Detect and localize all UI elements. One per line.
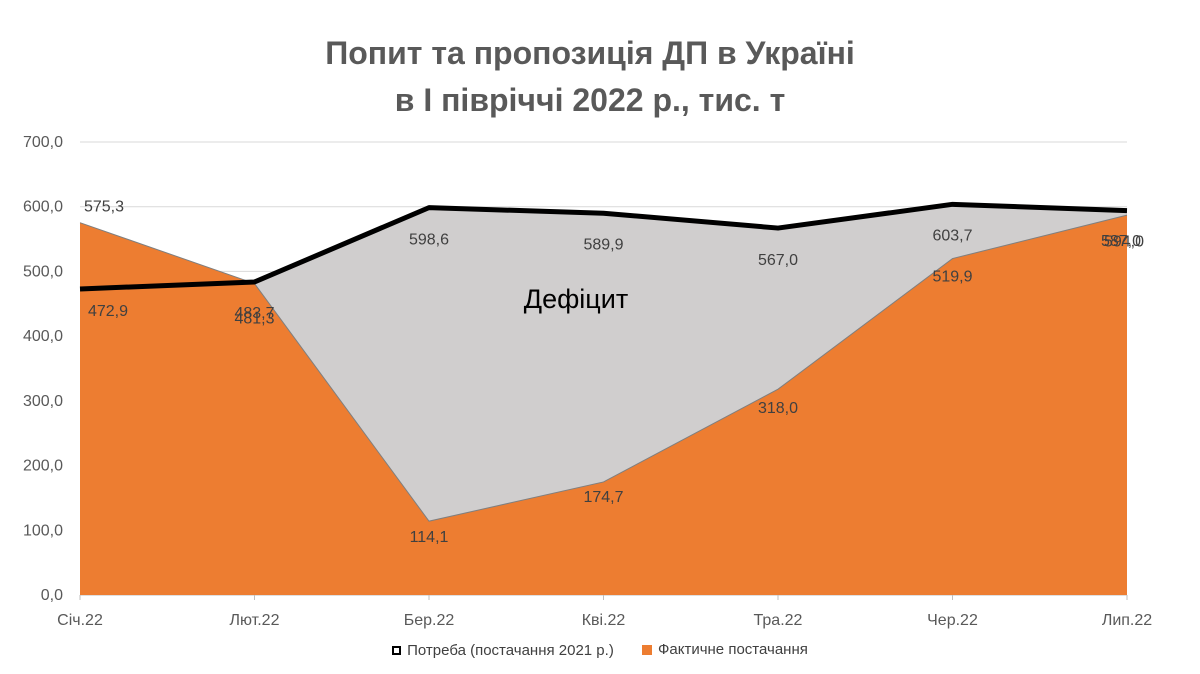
x-tick-label: Січ.22 [57, 612, 103, 629]
y-tick-label: 300,0 [23, 393, 63, 410]
x-tick-label: Кві.22 [582, 612, 626, 629]
legend-item-demand: Потреба (постачання 2021 р.) [392, 642, 614, 659]
x-tick-label: Чер.22 [927, 612, 978, 629]
legend-label-demand: Потреба (постачання 2021 р.) [407, 641, 614, 659]
y-tick-label: 100,0 [23, 522, 63, 539]
y-tick-label: 700,0 [23, 134, 63, 151]
legend-swatch-demand [392, 645, 402, 655]
data-label-demand: 594,0 [1104, 234, 1144, 251]
legend: Потреба (постачання 2021 р.) Фактичне по… [0, 641, 1200, 659]
data-label-supply: 174,7 [583, 489, 623, 506]
legend-item-supply: Фактичне постачання [641, 641, 808, 658]
data-label-demand: 567,0 [758, 252, 798, 269]
data-label-demand: 589,9 [583, 236, 623, 253]
deficit-area [80, 204, 1127, 522]
title-line-1: Попит та пропозиція ДП в Україні [325, 35, 855, 71]
y-axis-tick-labels: 0,0 100,0 200,0 300,0 400,0 500,0 600,0 700,0 [23, 134, 63, 604]
x-tick-label: Тра.22 [754, 612, 803, 629]
data-label-demand: 603,7 [932, 227, 972, 244]
data-label-supply: 114,1 [410, 529, 449, 546]
legend-swatch-supply [641, 644, 652, 655]
x-tick-label: Бер.22 [404, 612, 455, 629]
legend-label-supply: Фактичне постачання [657, 641, 808, 658]
data-label-demand: 483,7 [234, 305, 274, 322]
data-label-demand: 472,9 [88, 303, 128, 320]
y-tick-label: 500,0 [23, 263, 63, 280]
supply-area [80, 215, 1127, 595]
data-label-supply: 519,9 [932, 269, 972, 286]
chart-title: Попит та пропозиція ДП в Україні в І пів… [0, 30, 1180, 124]
x-tick-label: Лип.22 [1102, 612, 1152, 629]
y-tick-label: 200,0 [23, 458, 63, 475]
x-tick-label: Лют.22 [230, 612, 280, 629]
data-label-supply: 575,3 [84, 199, 124, 216]
title-line-2: в І півріччі 2022 р., тис. т [394, 82, 786, 118]
data-labels: 472,9 483,7 598,6 589,9 567,0 603,7 594,0 575,3… [84, 199, 1144, 546]
data-label-supply: 587,0 [1101, 233, 1141, 250]
y-tick-label: 400,0 [23, 328, 63, 345]
data-label-supply: 481,3 [234, 311, 274, 328]
y-tick-label: 0,0 [41, 587, 63, 604]
x-axis-tick-labels: Січ.22 Лют.22 Бер.22 Кві.22 Тра.22 Чер.22 Лип.… [57, 612, 1152, 629]
data-label-supply: 318,0 [758, 400, 798, 417]
data-label-demand: 598,6 [409, 232, 449, 249]
y-tick-label: 600,0 [23, 199, 63, 216]
deficit-annotation: Дефіцит [524, 284, 628, 314]
demand-line [79, 201, 1128, 292]
